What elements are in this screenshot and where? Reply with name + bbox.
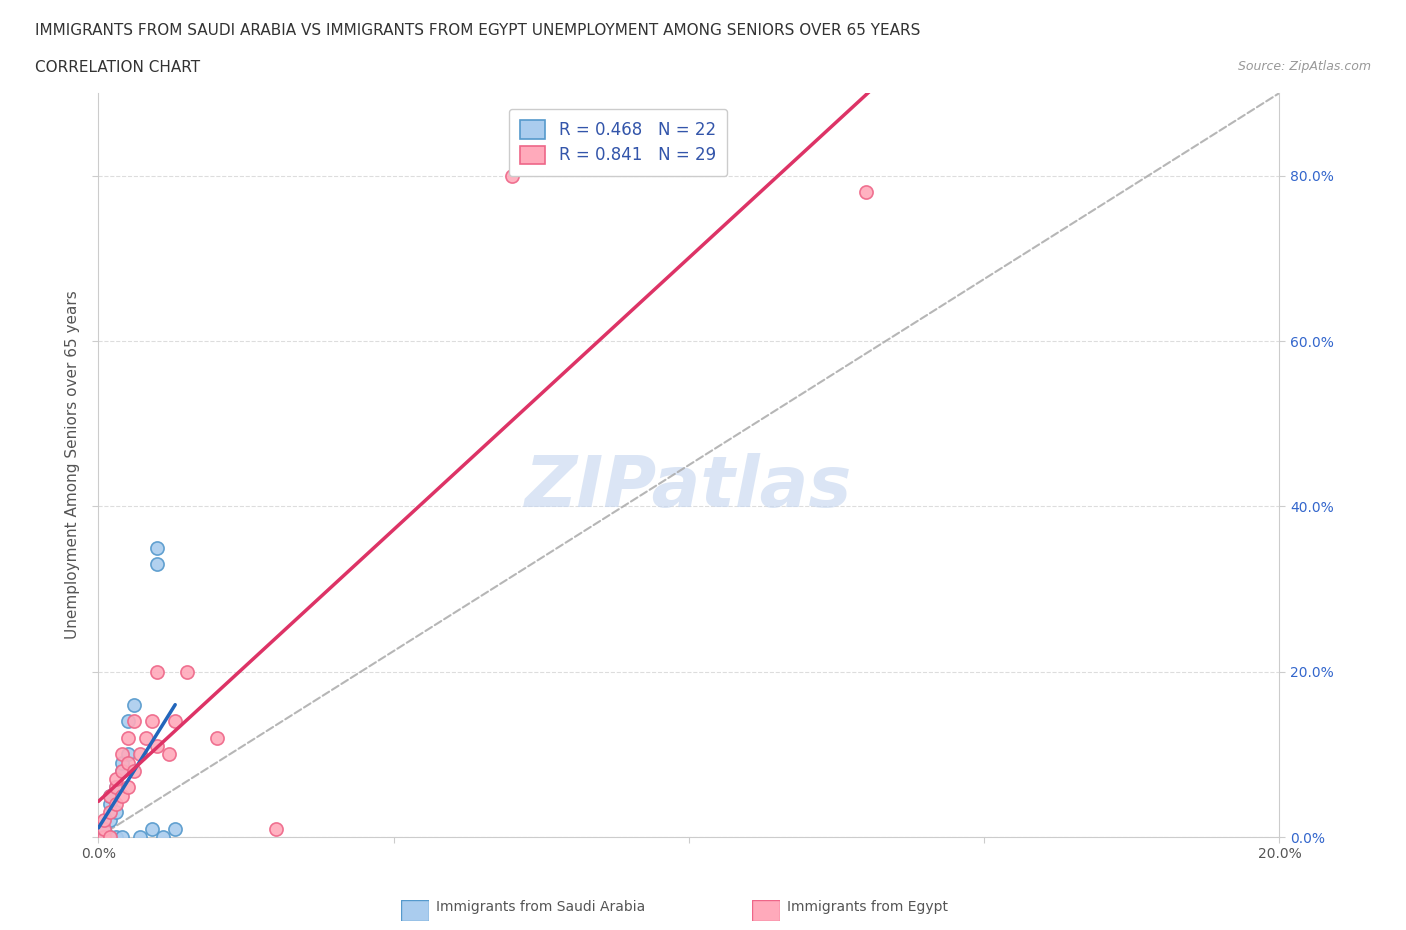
Point — [122, 698, 145, 712]
Point — [152, 830, 174, 844]
Point — [98, 830, 121, 844]
Point — [93, 830, 115, 844]
Point — [117, 714, 139, 729]
Text: IMMIGRANTS FROM SAUDI ARABIA VS IMMIGRANTS FROM EGYPT UNEMPLOYMENT AMONG SENIORS: IMMIGRANTS FROM SAUDI ARABIA VS IMMIGRAN… — [35, 23, 921, 38]
Point — [105, 830, 128, 844]
Y-axis label: Unemployment Among Seniors over 65 years: Unemployment Among Seniors over 65 years — [65, 291, 80, 640]
Point — [128, 747, 150, 762]
Point — [117, 755, 139, 770]
Text: CORRELATION CHART: CORRELATION CHART — [35, 60, 200, 75]
Point — [93, 821, 115, 836]
Point — [105, 780, 128, 795]
Point — [93, 813, 115, 828]
Point — [111, 755, 134, 770]
Point — [501, 168, 523, 183]
Point — [176, 664, 198, 679]
Point — [98, 813, 121, 828]
Point — [146, 557, 169, 572]
Point — [111, 789, 134, 804]
Point — [93, 821, 115, 836]
Text: Immigrants from Egypt: Immigrants from Egypt — [787, 899, 949, 914]
Point — [122, 764, 145, 778]
Point — [105, 804, 128, 819]
Point — [141, 714, 163, 729]
Text: Immigrants from Saudi Arabia: Immigrants from Saudi Arabia — [436, 899, 645, 914]
Point — [111, 830, 134, 844]
Point — [146, 540, 169, 555]
Text: Source: ZipAtlas.com: Source: ZipAtlas.com — [1237, 60, 1371, 73]
Point — [146, 664, 169, 679]
Point — [98, 804, 121, 819]
Point — [205, 730, 228, 745]
Point — [146, 738, 169, 753]
Point — [165, 821, 187, 836]
Point — [157, 747, 180, 762]
Point — [264, 821, 287, 836]
Point — [93, 830, 115, 844]
Point — [111, 764, 134, 778]
Point — [105, 796, 128, 811]
Point — [135, 730, 157, 745]
Point — [128, 830, 150, 844]
Point — [122, 714, 145, 729]
Point — [93, 830, 115, 844]
Point — [105, 772, 128, 787]
Point — [98, 796, 121, 811]
Point — [105, 780, 128, 795]
Point — [111, 764, 134, 778]
Point — [98, 789, 121, 804]
Point — [117, 730, 139, 745]
Point — [141, 821, 163, 836]
Text: ZIPatlas: ZIPatlas — [526, 453, 852, 522]
Point — [165, 714, 187, 729]
Point — [117, 747, 139, 762]
Point — [98, 789, 121, 804]
Point — [111, 747, 134, 762]
Legend: R = 0.468   N = 22, R = 0.841   N = 29: R = 0.468 N = 22, R = 0.841 N = 29 — [509, 109, 727, 176]
Point — [117, 780, 139, 795]
Point — [98, 830, 121, 844]
Point — [855, 185, 877, 200]
